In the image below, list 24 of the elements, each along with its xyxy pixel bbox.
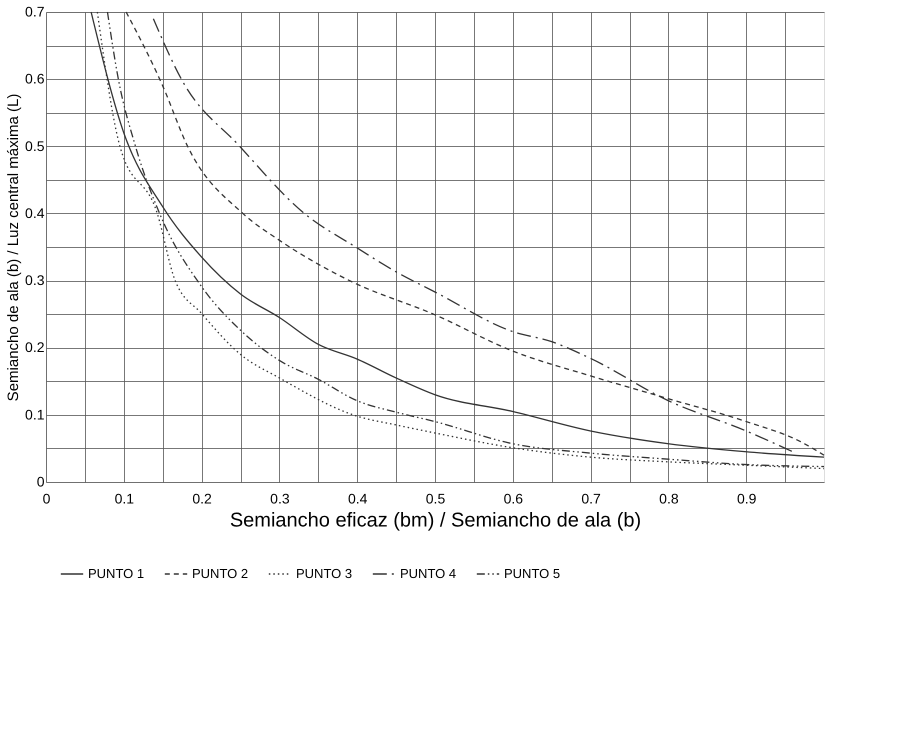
y-axis-title: Semiancho de ala (b) / Luz central máxima (L)	[5, 94, 22, 402]
y-tick-label: 0.6	[25, 70, 45, 87]
y-tick-label: 0.7	[25, 4, 45, 20]
y-tick-label: 0	[36, 474, 45, 490]
y-tick-label: 0.4	[25, 204, 45, 221]
legend-label: PUNTO 1	[88, 566, 144, 581]
x-tick-label: 0.1	[114, 490, 134, 506]
x-tick-label: 0.4	[348, 490, 368, 506]
x-tick-label: 0.5	[426, 490, 446, 506]
x-tick-label: 0.2	[192, 490, 212, 506]
y-tick-label: 0.3	[25, 272, 45, 288]
x-tick-label: 0.6	[504, 490, 524, 506]
legend-label: PUNTO 3	[296, 566, 352, 581]
legend-label: PUNTO 2	[192, 566, 248, 581]
y-tick-label: 0.1	[25, 406, 45, 422]
x-tick-label: 0.3	[270, 490, 290, 506]
legend-label: PUNTO 5	[504, 566, 560, 581]
x-tick-label: 0.9	[736, 490, 757, 506]
x-tick-label: 0.8	[659, 490, 679, 506]
y-tick-label: 0.5	[25, 138, 45, 154]
legend-label: PUNTO 4	[400, 566, 456, 581]
y-tick-label: 0.2	[25, 339, 45, 356]
x-tick-label: 0.7	[581, 490, 602, 506]
x-axis-title: Semiancho eficaz (bm) / Semiancho de ala (b)	[230, 510, 642, 532]
